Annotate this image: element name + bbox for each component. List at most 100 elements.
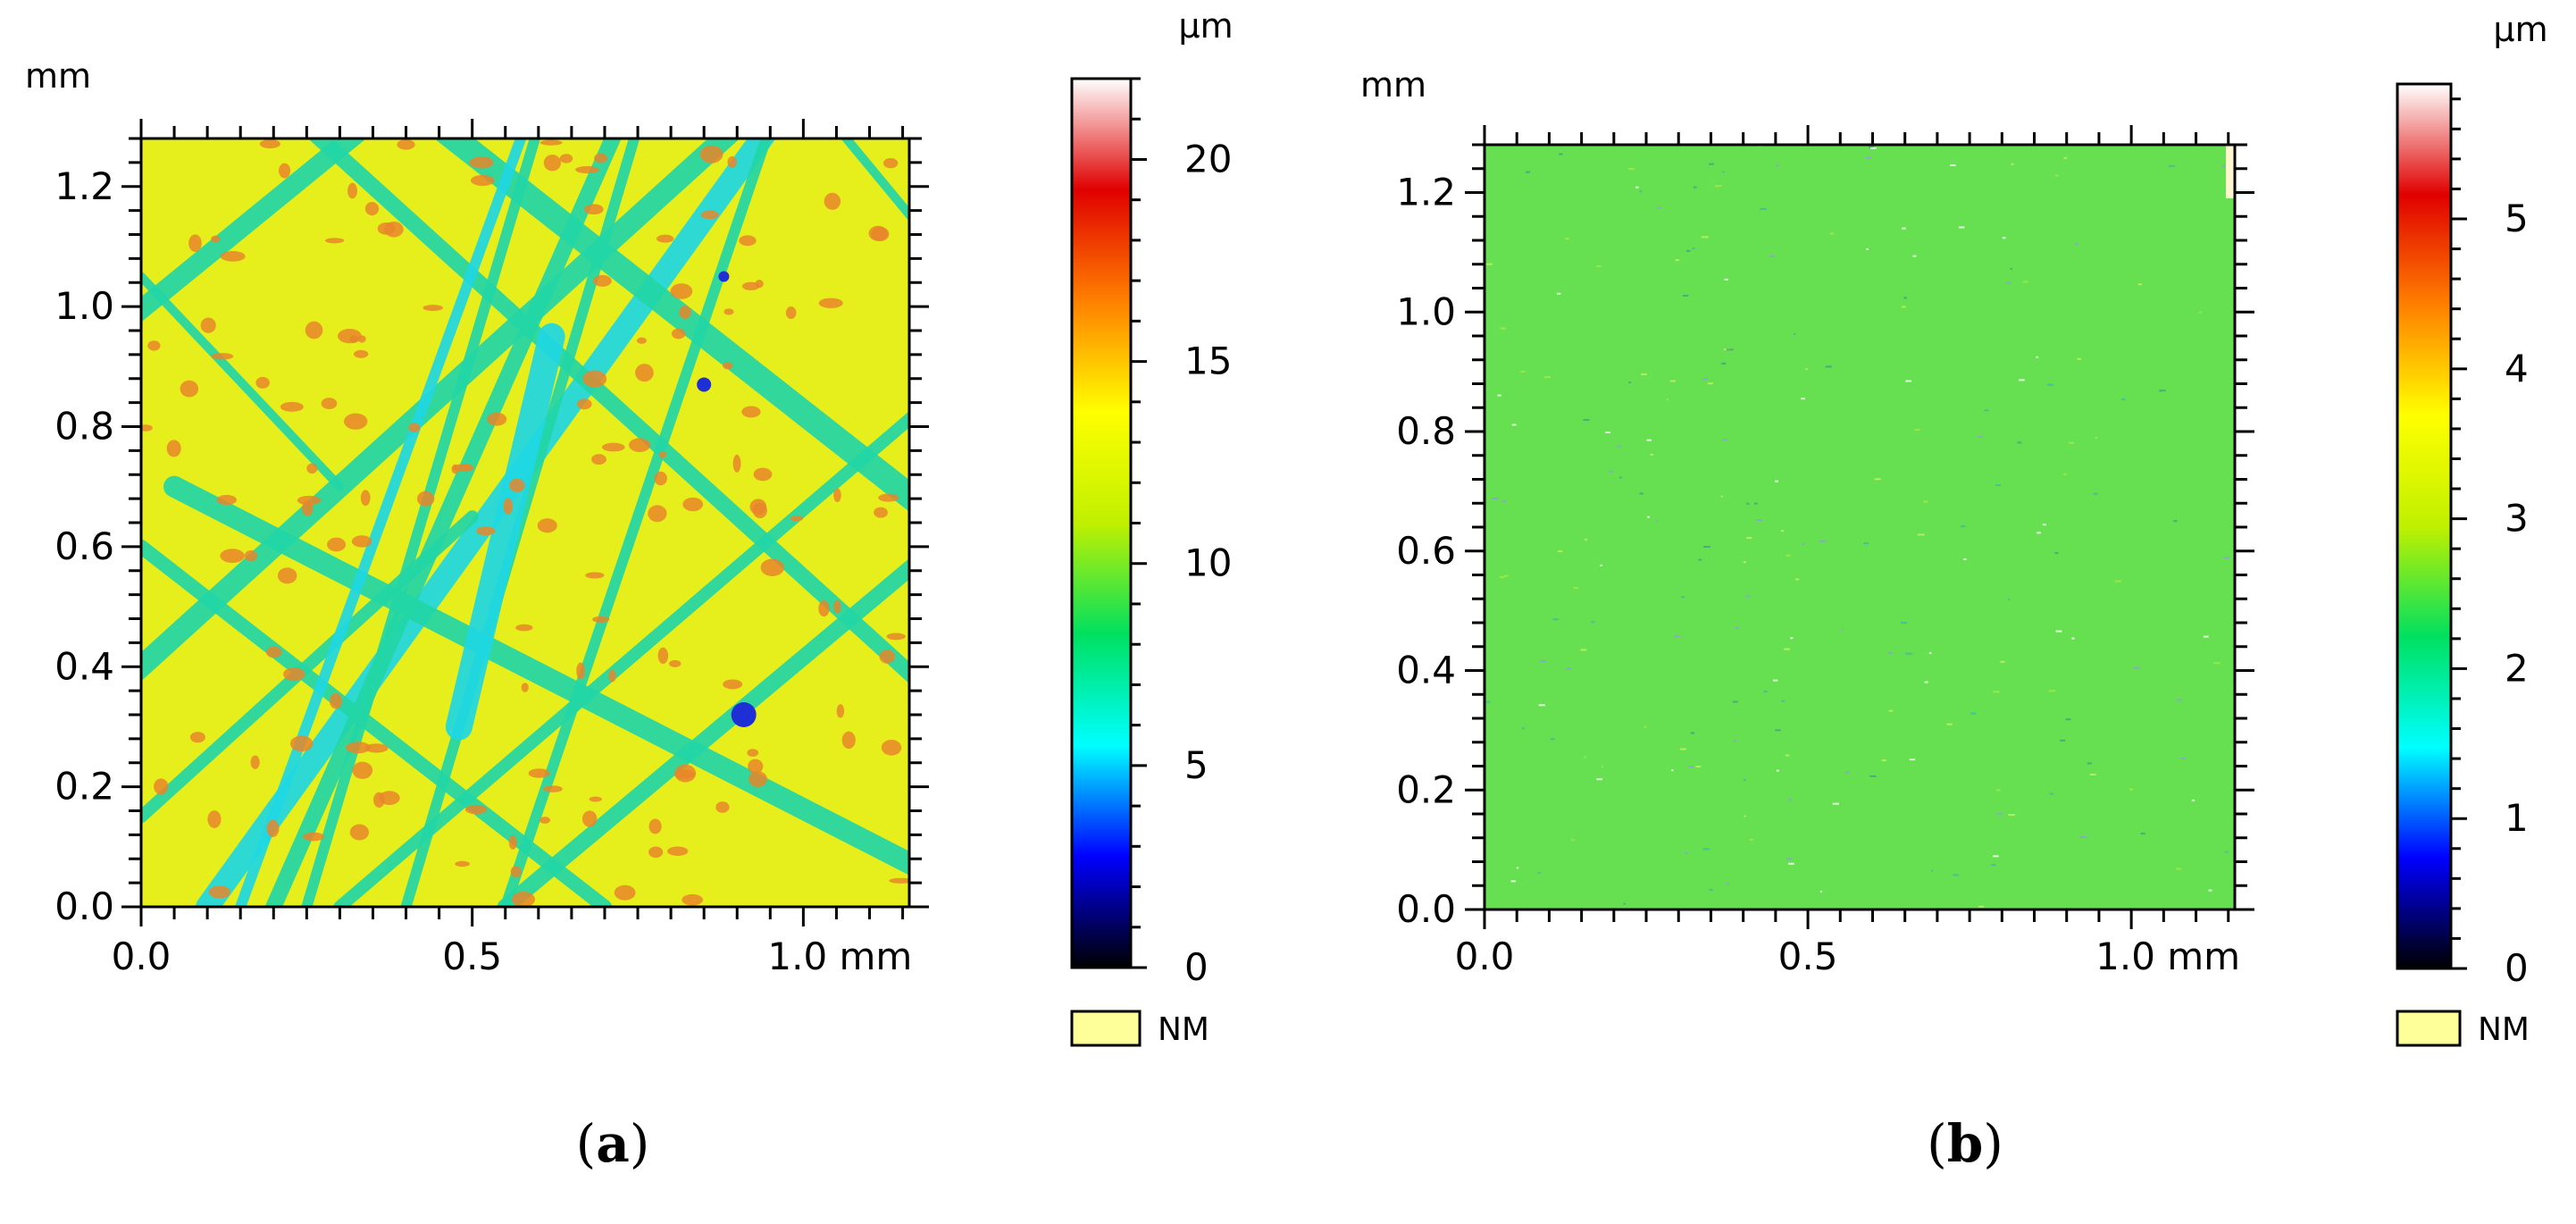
speckle xyxy=(1722,171,1725,173)
groove xyxy=(307,138,909,684)
speckle xyxy=(2055,630,2062,633)
peak xyxy=(379,791,400,805)
speckle xyxy=(1690,732,1694,734)
speckle xyxy=(1784,648,1791,650)
speckle xyxy=(1902,227,1906,230)
peak xyxy=(594,153,608,163)
peak xyxy=(283,667,305,682)
peak xyxy=(211,235,221,243)
groove xyxy=(265,138,622,907)
peak xyxy=(207,810,222,828)
peak xyxy=(352,761,373,779)
speckle xyxy=(2213,662,2221,665)
speckle xyxy=(1682,294,1689,297)
speckle xyxy=(1686,249,1691,252)
speckle xyxy=(1984,409,1989,412)
speckle xyxy=(1584,756,1587,759)
speckle xyxy=(1501,500,1507,503)
speckle xyxy=(1639,190,1643,193)
peak xyxy=(297,495,322,506)
speckle xyxy=(1865,156,1872,159)
peak xyxy=(667,846,689,856)
speckle xyxy=(1963,558,1967,560)
panel-caption-letter: b xyxy=(1947,1113,1984,1174)
speckle xyxy=(1619,476,1622,479)
speckle xyxy=(1688,765,1694,767)
peak xyxy=(679,306,691,319)
speckle xyxy=(1684,851,1689,854)
colorbar xyxy=(2396,82,2453,970)
speckle xyxy=(1714,185,1722,188)
speckle xyxy=(1500,327,1506,330)
speckle xyxy=(1769,255,1775,257)
peak xyxy=(408,423,421,433)
panel-caption: (b) xyxy=(1927,1113,2003,1174)
peak xyxy=(354,349,369,358)
groove xyxy=(499,138,773,907)
colorbar xyxy=(1070,77,1133,969)
speckle xyxy=(2065,718,2071,721)
speckle xyxy=(2208,889,2212,892)
speckle xyxy=(1900,621,1907,624)
peak xyxy=(748,759,764,774)
speckle xyxy=(2133,666,2140,669)
speckle xyxy=(2093,492,2098,495)
peak xyxy=(208,885,230,899)
speckle xyxy=(1996,789,2001,792)
peak xyxy=(327,537,347,552)
x-tick-label: 1.0 mm xyxy=(2095,935,2240,978)
speckle xyxy=(1832,802,1839,805)
peak xyxy=(141,424,153,432)
groove xyxy=(841,138,909,222)
speckle xyxy=(2042,524,2046,526)
peak xyxy=(715,801,730,813)
speckle xyxy=(2225,851,2229,853)
speckle xyxy=(1538,704,1545,707)
peak xyxy=(589,796,602,802)
peak xyxy=(753,467,773,482)
speckle xyxy=(1702,848,1710,851)
peak xyxy=(878,493,899,502)
nm-swatch xyxy=(1070,1010,1142,1047)
peak xyxy=(266,819,280,838)
groove xyxy=(141,510,479,824)
peak xyxy=(592,616,610,623)
peak xyxy=(576,398,592,410)
speckle xyxy=(2198,311,2202,314)
groove xyxy=(141,138,367,323)
peak xyxy=(349,824,370,841)
peak xyxy=(881,739,902,756)
speckle xyxy=(1993,691,2000,693)
y-unit-label: mm xyxy=(25,56,91,96)
peak xyxy=(509,478,525,492)
peak xyxy=(351,535,372,548)
peak xyxy=(582,370,607,388)
speckle xyxy=(1903,297,1907,299)
speckle xyxy=(1726,882,1729,884)
panel-caption: (a) xyxy=(576,1113,650,1174)
speckle xyxy=(1591,621,1595,624)
peak xyxy=(200,317,216,333)
speckle xyxy=(2121,398,2126,401)
peak xyxy=(461,463,471,470)
peak xyxy=(154,778,169,795)
speckle xyxy=(1628,381,1631,383)
peak xyxy=(608,669,616,683)
speckle xyxy=(1709,163,1714,165)
speckle xyxy=(1641,373,1647,375)
peak xyxy=(537,518,557,533)
speckle xyxy=(1829,232,1835,235)
speckle xyxy=(1763,690,1768,692)
speckle xyxy=(2063,156,2067,159)
peak xyxy=(338,329,362,344)
speckle xyxy=(1753,502,1758,505)
speckle xyxy=(1819,891,1823,893)
speckle xyxy=(1961,525,1966,528)
speckle xyxy=(2046,383,2053,386)
speckle xyxy=(2087,762,2092,765)
speckle xyxy=(1520,371,1526,373)
peak xyxy=(636,337,647,344)
speckle xyxy=(1510,880,1517,883)
speckle xyxy=(1511,423,1517,426)
